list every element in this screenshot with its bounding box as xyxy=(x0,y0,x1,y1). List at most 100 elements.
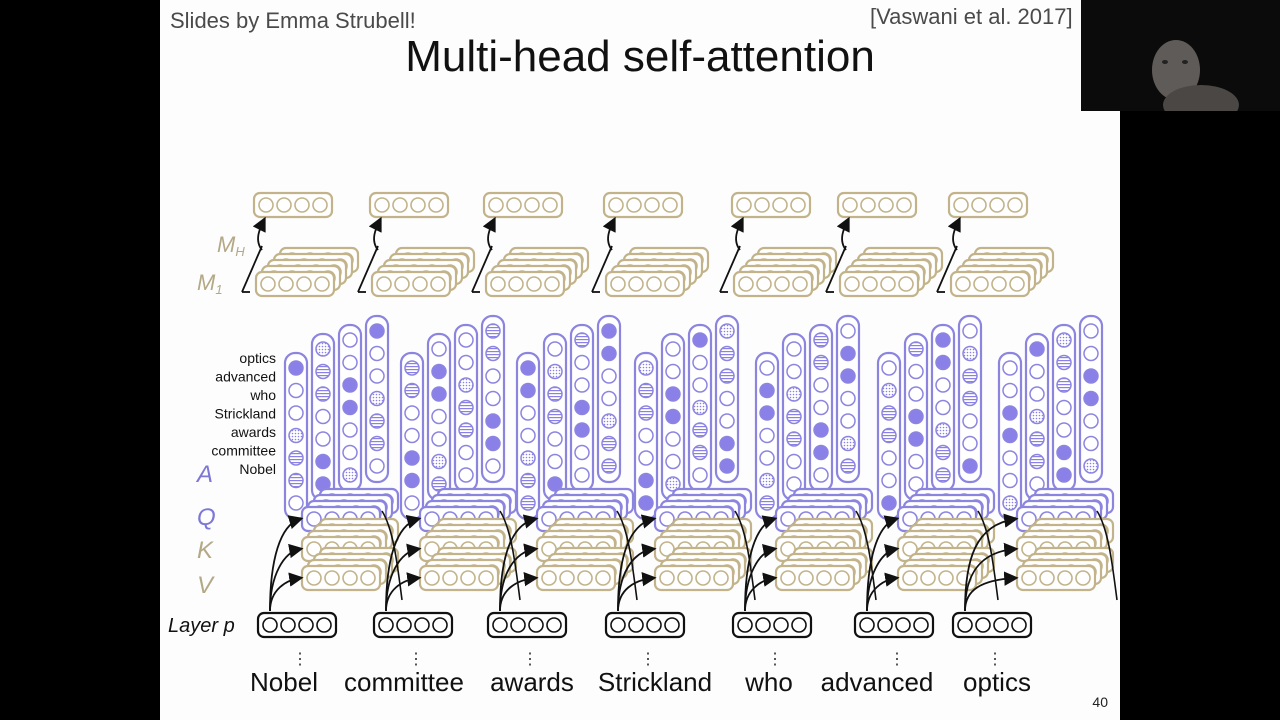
vector-box xyxy=(486,611,568,639)
vector-unit xyxy=(790,197,806,213)
vector-unit xyxy=(713,570,729,586)
attention-weight xyxy=(759,472,775,489)
vector-unit xyxy=(938,570,954,586)
attention-weight xyxy=(601,458,617,474)
vector-unit xyxy=(595,570,611,586)
attention-weight xyxy=(840,345,856,362)
m1-subscript: 1 xyxy=(215,282,222,297)
attention-weight xyxy=(404,495,420,511)
vector-unit xyxy=(695,570,711,586)
attention-weight xyxy=(458,467,474,483)
cross-arrow xyxy=(977,510,999,601)
vector-unit xyxy=(610,276,626,292)
attention-row-label: committee xyxy=(211,443,276,459)
stacked-vector xyxy=(1015,564,1097,592)
page-number: 40 xyxy=(1092,694,1108,710)
attention-weight xyxy=(719,323,735,339)
layer-input-vector xyxy=(486,611,568,639)
vector-unit xyxy=(842,197,858,213)
vector-unit xyxy=(298,617,314,633)
ellipsis: ⋮ xyxy=(640,651,656,668)
vector-unit xyxy=(442,570,458,586)
key-arrow xyxy=(617,543,657,612)
vector-unit xyxy=(895,617,911,633)
value-arrow xyxy=(866,572,900,612)
attention-weight xyxy=(288,472,304,489)
attention-weight xyxy=(1056,377,1072,393)
vector-unit xyxy=(488,197,504,213)
vector-unit xyxy=(296,276,312,292)
attention-weight xyxy=(881,450,897,466)
vector-unit xyxy=(278,276,294,292)
stacked-vector xyxy=(774,564,856,592)
value-arrow xyxy=(269,572,304,612)
stacked-vector xyxy=(896,564,978,592)
q-label: Q xyxy=(197,504,216,531)
attention-weight xyxy=(759,427,775,444)
attention-weight xyxy=(1083,435,1099,452)
layer-input-vector xyxy=(951,611,1033,639)
vector-unit xyxy=(896,197,912,213)
vector-unit xyxy=(834,570,850,586)
attention-weight xyxy=(485,323,501,339)
attention-weight xyxy=(908,386,924,402)
value-stack xyxy=(896,546,996,592)
attention-weight xyxy=(574,467,590,483)
attention-weight xyxy=(719,435,735,452)
attention-weight xyxy=(759,405,775,421)
attention-weight xyxy=(840,368,856,384)
attention-weight xyxy=(574,444,590,461)
attention-weight xyxy=(574,377,590,393)
token-word: awards xyxy=(490,667,574,697)
mh-subscript: H xyxy=(235,244,245,259)
ellipsis: ⋮ xyxy=(889,651,905,668)
attention-weight xyxy=(458,377,474,393)
attention-weight xyxy=(1029,431,1045,447)
attention-weight xyxy=(935,332,951,348)
attention-weight xyxy=(638,405,654,421)
vector-box xyxy=(604,270,686,298)
vector-box xyxy=(732,270,814,298)
attention-weight xyxy=(759,360,775,376)
attention-weight xyxy=(369,458,385,474)
vector-unit xyxy=(546,617,562,633)
attention-weight xyxy=(638,427,654,444)
vector-unit xyxy=(559,570,575,586)
stacked-vector xyxy=(370,270,452,298)
attention-weight xyxy=(1002,427,1018,444)
vector-unit xyxy=(1021,511,1037,527)
head-outputs-stack xyxy=(838,246,944,298)
vector-unit xyxy=(628,617,644,633)
attention-weights-column xyxy=(930,323,956,493)
attention-weights-column xyxy=(453,323,479,493)
attention-weight xyxy=(1002,472,1018,489)
attention-weight xyxy=(638,472,654,489)
attention-weight xyxy=(638,495,654,511)
layer-input-vector xyxy=(372,611,454,639)
attention-weight xyxy=(547,453,563,470)
vector-unit xyxy=(780,570,796,586)
vector-box xyxy=(947,191,1029,219)
vector-unit xyxy=(478,570,494,586)
attention-weight xyxy=(431,363,447,380)
m1-label: M1 xyxy=(197,270,223,297)
attention-weight xyxy=(665,408,681,425)
head-bracket xyxy=(719,245,741,293)
head-bracket xyxy=(471,245,493,293)
attention-weight xyxy=(665,453,681,470)
token-column: ⋮optics xyxy=(936,191,1118,697)
vector-unit xyxy=(276,197,292,213)
attention-weight xyxy=(485,345,501,362)
vector-unit xyxy=(412,276,428,292)
attention-weight xyxy=(369,323,385,339)
attention-weight xyxy=(547,476,563,492)
vector-unit xyxy=(664,617,680,633)
attention-weights-column xyxy=(1051,323,1077,493)
output-vector xyxy=(947,191,1029,219)
attention-weight xyxy=(786,453,802,470)
attention-weight xyxy=(1002,450,1018,466)
vector-unit xyxy=(524,197,540,213)
attention-weight xyxy=(404,427,420,444)
attention-weight xyxy=(458,399,474,416)
output-arrow xyxy=(730,216,744,251)
